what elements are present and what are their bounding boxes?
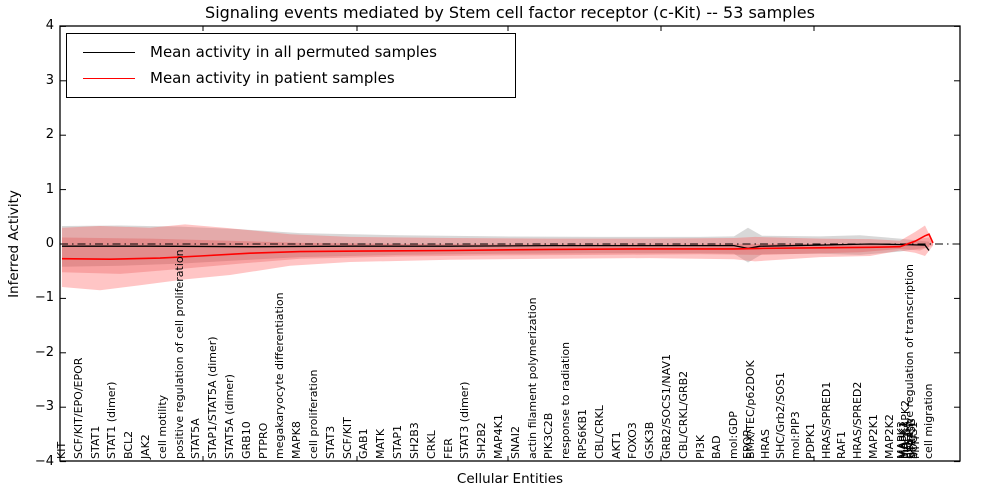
x-entity-label: GRB2/SOCS1/NAV1 bbox=[660, 354, 673, 459]
x-entity-label: megakaryocyte differentiation bbox=[273, 292, 286, 459]
x-entity-label: STAP1 bbox=[391, 424, 404, 459]
x-entity-label: PTPRO bbox=[257, 422, 270, 459]
y-tick-label: 2 bbox=[45, 127, 54, 143]
legend-item-patient: Mean activity in patient samples bbox=[67, 65, 515, 91]
patient-mean-line bbox=[61, 233, 934, 261]
x-entity-label: CBL/CRKL bbox=[593, 405, 606, 459]
legend-label-permuted: Mean activity in all permuted samples bbox=[150, 43, 437, 61]
x-entity-label: STAT1 bbox=[89, 425, 102, 459]
x-entity-label: STAT5A bbox=[189, 418, 202, 459]
x-entity-label: FER bbox=[442, 438, 455, 459]
x-entity-label: mol:PIP3 bbox=[789, 411, 802, 459]
y-tick-label: −3 bbox=[34, 399, 54, 415]
legend-item-permuted: Mean activity in all permuted samples bbox=[67, 39, 515, 65]
x-entity-label: HRAS bbox=[759, 429, 772, 459]
x-entity-label: positive regulation of cell proliferatio… bbox=[173, 249, 186, 459]
y-tick-label: −1 bbox=[34, 290, 54, 306]
x-entity-label: PIK3C2B bbox=[542, 412, 555, 459]
legend-label-patient: Mean activity in patient samples bbox=[150, 69, 395, 87]
x-entity-label: STAT3 bbox=[324, 425, 337, 459]
x-entity-label: MAP2K2 bbox=[883, 414, 896, 459]
x-entity-label: response to radiation bbox=[559, 341, 572, 459]
x-entity-label: BCL2 bbox=[122, 430, 135, 459]
y-tick-label: −4 bbox=[34, 453, 54, 469]
x-entity-label: HRAS/SPRED2 bbox=[851, 381, 864, 459]
x-entity-label: MITF bbox=[909, 433, 922, 459]
x-entity-label: STAT5A (dimer) bbox=[223, 374, 236, 459]
x-entity-label: mol:GDP bbox=[727, 411, 740, 459]
permuted-line-swatch bbox=[83, 51, 135, 53]
y-tick-label: −2 bbox=[34, 344, 54, 360]
x-entity-label: SHC/Grb2/SOS1 bbox=[774, 372, 787, 459]
chart-title: Signaling events mediated by Stem cell f… bbox=[205, 3, 815, 22]
x-entity-label: cell motility bbox=[156, 394, 169, 459]
x-entity-label: MAPK8 bbox=[290, 421, 303, 459]
y-tick-label: 3 bbox=[45, 72, 54, 88]
x-entity-label: FOXO3 bbox=[626, 422, 639, 459]
x-entity-label: KIT bbox=[55, 441, 68, 459]
x-axis-label: Cellular Entities bbox=[456, 471, 564, 487]
x-entity-label: GAB1 bbox=[357, 428, 370, 459]
x-entity-label: CBL/CRKL/GRB2 bbox=[677, 370, 690, 459]
x-entity-label: SH2B2 bbox=[475, 422, 488, 459]
x-entity-label: SNAI2 bbox=[509, 426, 522, 459]
x-entity-label: PI3K bbox=[694, 434, 707, 459]
x-entity-label: actin filament polymerization bbox=[526, 297, 539, 459]
legend-box: Mean activity in all permuted samples Me… bbox=[66, 33, 516, 98]
x-entity-label: STAT1 (dimer) bbox=[105, 381, 118, 459]
y-tick-label: 4 bbox=[45, 18, 54, 34]
x-entity-label: GSK3B bbox=[643, 421, 656, 459]
x-entity-label: RAF1 bbox=[835, 430, 848, 459]
x-entity-label: BAD bbox=[710, 435, 723, 459]
x-entity-label: SCF/KIT/EPO/EPOR bbox=[72, 357, 85, 459]
x-entity-label: GRB10 bbox=[240, 421, 253, 459]
x-entity-label: SCF/KIT bbox=[341, 417, 354, 459]
x-entity-label: STAT3 (dimer) bbox=[458, 381, 471, 459]
x-entity-label: MATK bbox=[374, 428, 387, 459]
x-entity-label: STAP1/STAT5A (dimer) bbox=[206, 336, 219, 459]
x-entity-label: MAP2K1 bbox=[867, 414, 880, 459]
patient-sample-range-outer bbox=[62, 224, 933, 291]
x-entity-label: JAK2 bbox=[139, 434, 152, 459]
x-entity-label: BMX/TEC/p62DOK bbox=[744, 360, 757, 459]
x-entity-label: PDPK1 bbox=[804, 423, 817, 459]
patient-line-swatch bbox=[83, 77, 135, 79]
x-entity-label: CRKL bbox=[425, 430, 438, 459]
x-entity-label: AKT1 bbox=[610, 431, 623, 459]
x-entity-label: SH2B3 bbox=[408, 422, 421, 459]
y-tick-label: 0 bbox=[45, 236, 54, 251]
x-entity-label: HRAS/SPRED1 bbox=[820, 381, 833, 459]
x-entity-label: RPS6KB1 bbox=[576, 408, 589, 459]
x-entity-label: cell proliferation bbox=[307, 369, 320, 459]
permuted-mean-line bbox=[62, 243, 930, 251]
y-tick-label: 1 bbox=[45, 181, 54, 197]
x-entity-label: MAP4K1 bbox=[492, 414, 505, 459]
x-entity-label: cell migration bbox=[922, 383, 935, 459]
